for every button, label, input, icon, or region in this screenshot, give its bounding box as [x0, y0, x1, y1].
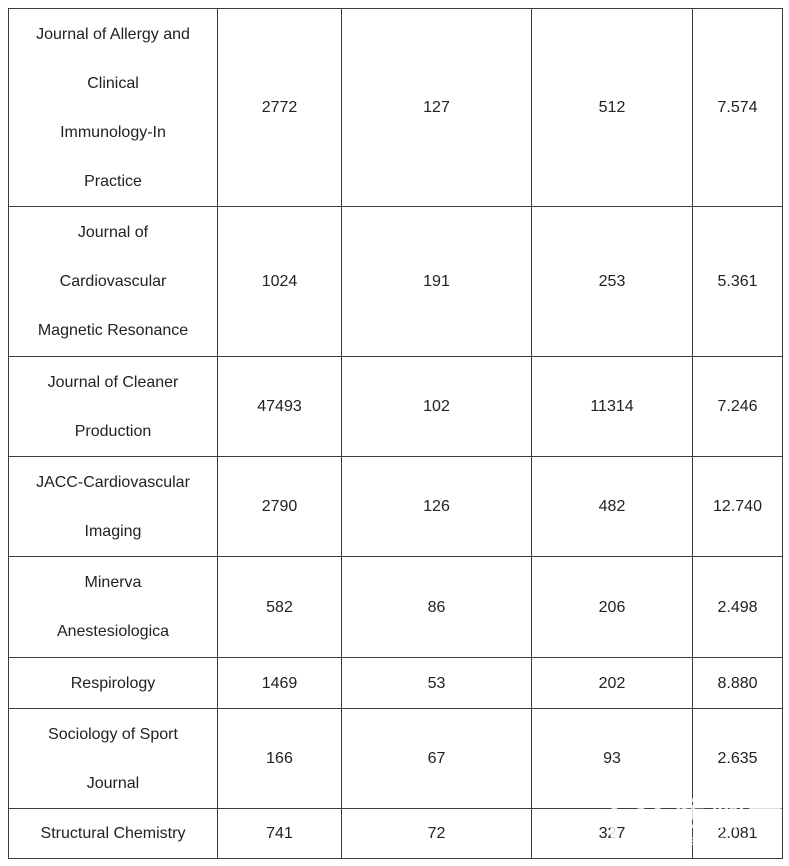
metric-cell: 86	[341, 556, 532, 658]
metric-cell: 202	[531, 657, 693, 709]
metric-cell: 1469	[217, 657, 342, 709]
metric-cell: 482	[531, 456, 693, 557]
metric-cell: 72	[341, 808, 532, 859]
metric-cell: 5.361	[692, 206, 783, 357]
table-row: Sociology of Sport Journal 166 67 93 2.6…	[8, 708, 783, 809]
metric-cell: 2790	[217, 456, 342, 557]
journal-name-cell: Journal of Cardiovascular Magnetic Reson…	[8, 206, 218, 357]
metric-cell: 7.246	[692, 356, 783, 457]
metric-cell: 166	[217, 708, 342, 809]
table-row: JACC-Cardiovascular Imaging 2790 126 482…	[8, 456, 783, 557]
metric-cell: 741	[217, 808, 342, 859]
metric-cell: 2.081	[692, 808, 783, 859]
metric-cell: 93	[531, 708, 693, 809]
journal-name-cell: Structural Chemistry	[8, 808, 218, 859]
metric-cell: 67	[341, 708, 532, 809]
metric-cell: 2772	[217, 8, 342, 207]
metric-cell: 102	[341, 356, 532, 457]
metric-cell: 2.498	[692, 556, 783, 658]
journal-metrics-table: Journal of Allergy and Clinical Immunolo…	[8, 8, 783, 859]
metric-cell: 191	[341, 206, 532, 357]
metric-cell: 582	[217, 556, 342, 658]
metric-cell: 206	[531, 556, 693, 658]
table-row: Journal of Cleaner Production 47493 102 …	[8, 356, 783, 457]
table-row: Structural Chemistry 741 72 327 2.081	[8, 808, 783, 859]
metric-cell: 253	[531, 206, 693, 357]
journal-name-cell: Sociology of Sport Journal	[8, 708, 218, 809]
journal-name-cell: JACC-Cardiovascular Imaging	[8, 456, 218, 557]
metric-cell: 126	[341, 456, 532, 557]
journal-name-cell: Respirology	[8, 657, 218, 709]
journal-name-cell: Journal of Cleaner Production	[8, 356, 218, 457]
table-row: Journal of Cardiovascular Magnetic Reson…	[8, 206, 783, 357]
metric-cell: 11314	[531, 356, 693, 457]
metric-cell: 8.880	[692, 657, 783, 709]
table-row: Journal of Allergy and Clinical Immunolo…	[8, 8, 783, 207]
metric-cell: 2.635	[692, 708, 783, 809]
metric-cell: 7.574	[692, 8, 783, 207]
metric-cell: 512	[531, 8, 693, 207]
metric-cell: 327	[531, 808, 693, 859]
metric-cell: 12.740	[692, 456, 783, 557]
metric-cell: 47493	[217, 356, 342, 457]
metric-cell: 53	[341, 657, 532, 709]
metric-cell: 1024	[217, 206, 342, 357]
table-row: Respirology 1469 53 202 8.880	[8, 657, 783, 709]
journal-name-cell: Journal of Allergy and Clinical Immunolo…	[8, 8, 218, 207]
journal-name-cell: Minerva Anestesiologica	[8, 556, 218, 658]
metric-cell: 127	[341, 8, 532, 207]
table-row: Minerva Anestesiologica 582 86 206 2.498	[8, 556, 783, 658]
